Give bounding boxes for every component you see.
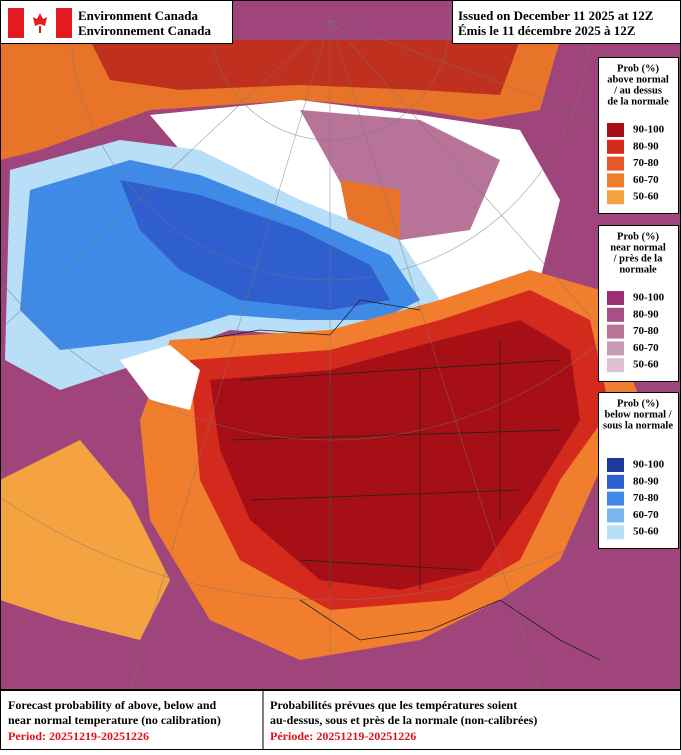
above-core xyxy=(90,40,520,95)
legend-title: Prob (%) xyxy=(617,231,660,242)
legend-swatch xyxy=(607,324,624,339)
legend-label: 90-100 xyxy=(633,292,665,304)
legend-title: Prob (%) xyxy=(617,63,660,74)
below-core xyxy=(120,180,390,310)
legend-title: above normal xyxy=(607,74,669,85)
canada-flag xyxy=(8,8,72,38)
legend-swatch xyxy=(607,190,624,205)
legend-title: Prob (%) xyxy=(617,398,660,409)
legend-label: 60-70 xyxy=(633,509,659,521)
legend-label: 80-90 xyxy=(633,308,659,320)
legend-swatch xyxy=(607,491,624,506)
legend-title: normale xyxy=(619,264,657,275)
legend-swatch xyxy=(607,173,624,188)
legend-label: 80-90 xyxy=(633,140,659,152)
period-fr: Période: 20251219-20251226 xyxy=(270,729,416,743)
agency-en: Environment Canada xyxy=(78,8,199,23)
legend-swatch xyxy=(607,508,624,523)
legend-title: de la normale xyxy=(607,96,669,107)
footer-en: Forecast probability of above, below and xyxy=(8,698,217,712)
legend-swatch xyxy=(607,156,624,171)
legend-swatch xyxy=(607,458,624,472)
footer-fr: Probabilités prévues que les température… xyxy=(270,698,517,712)
legend-swatch xyxy=(607,139,624,154)
legend-label: 80-90 xyxy=(633,475,659,487)
legend-label: 50-60 xyxy=(633,526,659,538)
issued-fr: Émis le 11 décembre 2025 à 12Z xyxy=(458,23,636,38)
footer-en: near normal temperature (no calibration) xyxy=(8,713,221,727)
footer-fr: au-dessus, sous et près de la normale (n… xyxy=(270,713,537,727)
legend-label: 70-80 xyxy=(633,157,659,169)
legend-title: / au dessus xyxy=(613,85,662,96)
legend-swatch xyxy=(607,123,624,137)
above-pacific xyxy=(0,440,170,640)
legend-label: 60-70 xyxy=(633,174,659,186)
near-region xyxy=(300,110,500,240)
legend-label: 50-60 xyxy=(633,191,659,203)
legend-title: sous la normale xyxy=(603,420,673,431)
issued-en: Issued on December 11 2025 at 12Z xyxy=(458,8,654,23)
legend-title: below normal / xyxy=(604,409,672,420)
legend-label: 50-60 xyxy=(633,359,659,371)
legend-label: 70-80 xyxy=(633,325,659,337)
legend-swatch xyxy=(607,525,624,540)
legend-swatch xyxy=(607,307,624,322)
issued-box xyxy=(452,0,681,44)
legend-swatch xyxy=(607,291,624,305)
legend-swatch xyxy=(607,341,624,356)
legend-label: 90-100 xyxy=(633,124,665,136)
legend-swatch xyxy=(607,358,624,373)
legend-title: near normal xyxy=(610,242,666,253)
legend-title: / près de la xyxy=(613,253,663,264)
legend-swatch xyxy=(607,474,624,489)
legend-label: 60-70 xyxy=(633,342,659,354)
legend-label: 70-80 xyxy=(633,492,659,504)
legend-label: 90-100 xyxy=(633,459,665,471)
period-en: Period: 20251219-20251226 xyxy=(8,729,149,743)
snow-patch xyxy=(120,345,200,410)
agency-fr: Environnement Canada xyxy=(78,23,212,38)
